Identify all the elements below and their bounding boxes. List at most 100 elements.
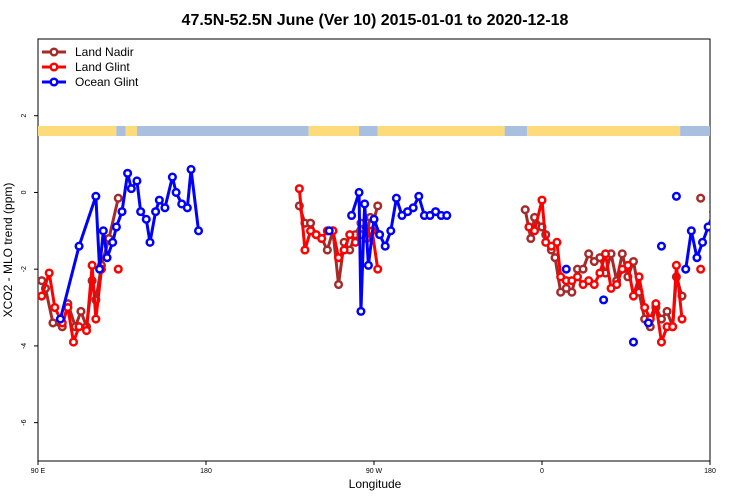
y-tick-label: -2	[21, 266, 28, 272]
strip-segment-land	[38, 126, 117, 136]
data-point-land-glint	[333, 253, 344, 263]
data-point-ocean-glint	[686, 226, 696, 236]
x-tick-label: 0	[540, 468, 544, 475]
data-point-ocean-glint	[108, 237, 118, 247]
data-point-land-glint	[63, 302, 73, 313]
data-point-land-glint	[317, 233, 327, 244]
data-point-ocean-glint	[123, 168, 133, 178]
legend-label: Land Glint	[75, 60, 130, 74]
x-tick-label: 180	[200, 468, 212, 475]
data-point-land-glint	[552, 237, 562, 247]
data-point-ocean-glint	[703, 222, 710, 232]
data-point-ocean-glint	[716, 170, 723, 177]
strip-segment-ocean	[504, 126, 528, 136]
data-point-land-glint	[68, 337, 79, 347]
data-point-ocean-glint	[391, 193, 401, 203]
strip-segment-ocean	[680, 126, 710, 136]
data-point-ocean-glint	[363, 260, 373, 270]
series-ocean-glint	[55, 164, 729, 347]
data-point-ocean-glint	[414, 191, 424, 201]
data-point-land-glint	[113, 264, 123, 274]
data-point-land-nadir	[373, 201, 383, 211]
data-point-land-glint	[345, 230, 355, 240]
data-point-ocean-glint	[722, 185, 729, 192]
data-point-ocean-glint	[160, 203, 170, 213]
legend-item-land-nadir: Land Nadir	[42, 45, 134, 59]
y-axis-title: XCO2 - MLO trend (ppm)	[1, 183, 15, 318]
data-point-land-nadir	[322, 245, 332, 255]
data-point-ocean-glint	[324, 226, 334, 236]
data-point-land-glint	[640, 302, 650, 313]
data-point-land-glint	[595, 268, 605, 278]
data-point-land-nadir	[76, 306, 86, 316]
data-point-land-glint	[696, 264, 706, 274]
data-point-land-glint	[38, 291, 47, 301]
data-point-land-glint	[339, 245, 349, 255]
data-point-land-glint	[572, 272, 583, 282]
data-point-ocean-glint	[628, 337, 639, 347]
strip-segment-land	[377, 126, 505, 136]
data-point-ocean-glint	[692, 253, 702, 263]
data-point-land-nadir	[520, 205, 530, 215]
data-point-land-glint	[668, 322, 678, 332]
strip-segment-ocean	[136, 126, 309, 136]
data-point-ocean-glint	[151, 207, 161, 217]
data-point-ocean-glint	[709, 209, 710, 215]
series-land-glint	[38, 184, 706, 347]
data-point-ocean-glint	[643, 318, 653, 328]
data-point-ocean-glint	[154, 195, 164, 205]
x-tick-label: 90 E	[31, 468, 46, 475]
data-point-ocean-glint	[656, 241, 667, 251]
data-point-ocean-glint	[354, 187, 364, 198]
data-point-ocean-glint	[193, 226, 204, 236]
strip-segment-ocean	[359, 126, 378, 136]
data-point-land-nadir	[113, 193, 123, 203]
data-point-ocean-glint	[126, 184, 136, 194]
data-point-ocean-glint	[380, 241, 390, 251]
y-axis: 2 0 -2 -4 -6	[21, 114, 38, 426]
data-point-ocean-glint	[356, 306, 366, 316]
data-point-land-glint	[529, 226, 540, 236]
data-point-land-glint	[671, 260, 681, 270]
data-point-ocean-glint	[599, 295, 609, 305]
strip-segment-land	[125, 126, 137, 136]
data-point-ocean-glint	[182, 203, 192, 213]
series-line-ocean-glint	[684, 217, 710, 270]
data-point-land-glint	[81, 326, 92, 336]
data-point-ocean-glint	[347, 210, 357, 221]
data-point-land-glint	[87, 260, 97, 270]
data-point-land-nadir	[38, 276, 47, 286]
data-point-ocean-glint	[369, 214, 379, 224]
data-point-land-glint	[600, 249, 611, 259]
data-point-land-glint	[634, 272, 644, 282]
data-point-ocean-glint	[141, 214, 151, 224]
data-point-ocean-glint	[386, 226, 396, 236]
data-point-land-nadir	[48, 318, 58, 328]
data-point-land-nadir	[305, 218, 316, 228]
data-point-land-glint	[74, 322, 84, 332]
data-point-land-nadir	[567, 287, 577, 297]
x-tick-label: 180	[704, 468, 716, 475]
data-point-ocean-glint	[117, 207, 127, 217]
strip-segment-ocean	[116, 126, 126, 136]
data-point-ocean-glint	[111, 222, 121, 232]
data-point-land-glint	[300, 245, 310, 255]
data-point-land-nadir	[617, 249, 627, 259]
data-point-land-glint	[44, 268, 54, 278]
data-point-land-glint	[50, 302, 60, 313]
data-point-ocean-glint	[167, 172, 177, 182]
data-point-ocean-glint	[561, 264, 571, 274]
data-point-ocean-glint	[681, 264, 691, 274]
data-point-land-glint	[628, 291, 639, 301]
data-point-ocean-glint	[697, 237, 708, 247]
data-point-ocean-glint	[408, 203, 418, 213]
legend-swatch-marker	[49, 62, 59, 72]
data-point-land-glint	[677, 314, 687, 324]
data-point-land-glint	[373, 264, 383, 274]
x-tick-label: 90 W	[366, 468, 383, 475]
data-point-ocean-glint	[136, 207, 146, 217]
data-point-ocean-glint	[91, 191, 101, 201]
data-point-land-nadir	[584, 249, 594, 259]
